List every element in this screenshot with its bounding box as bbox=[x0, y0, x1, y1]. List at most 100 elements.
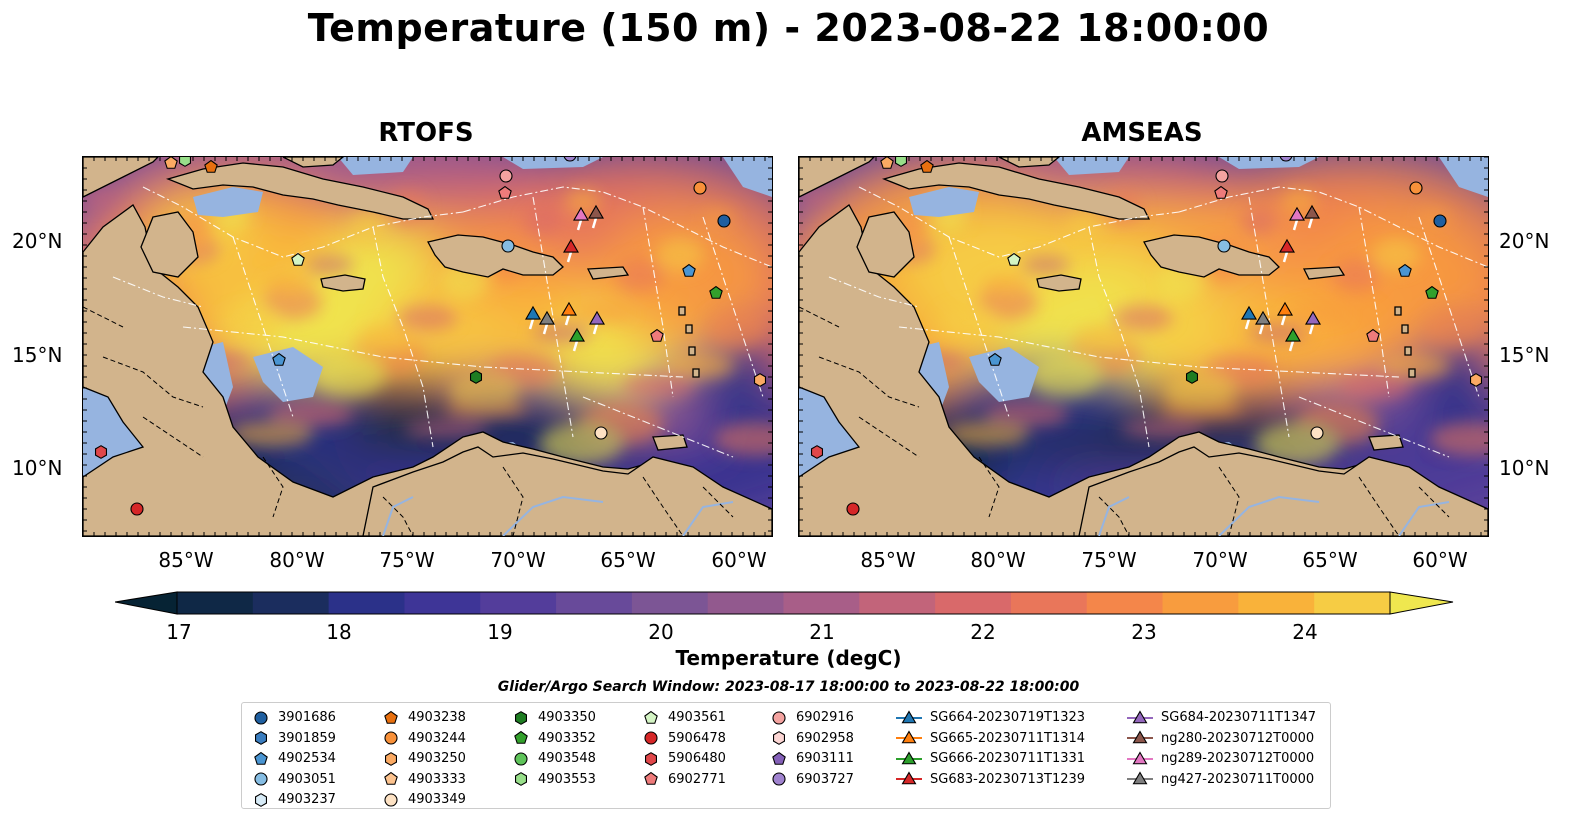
legend-item: 4903051 bbox=[252, 770, 336, 789]
glider-marker bbox=[1304, 204, 1320, 219]
legend-item: SG684-20230711T1347 bbox=[1127, 708, 1316, 727]
frame-ticks bbox=[799, 157, 1488, 536]
legend-marker-icon bbox=[384, 771, 398, 785]
legend-glyph bbox=[1132, 771, 1148, 785]
argo-float-marker bbox=[1366, 328, 1380, 342]
legend-item: 6902916 bbox=[770, 708, 854, 727]
legend-item: 6903111 bbox=[770, 749, 854, 768]
legend-label: 3901686 bbox=[278, 710, 336, 725]
colorbar-tick-17: 17 bbox=[166, 620, 192, 644]
colorbar-segment bbox=[707, 592, 785, 614]
glider-marker bbox=[573, 206, 589, 221]
legend-glyph bbox=[514, 710, 528, 725]
legend-label: SG666-20230711T1331 bbox=[930, 751, 1086, 766]
legend-label: ng280-20230712T0000 bbox=[1161, 730, 1315, 746]
legend-item: 3901686 bbox=[252, 708, 336, 727]
argo-float-marker bbox=[810, 445, 824, 459]
colorbar-tick-24: 24 bbox=[1292, 620, 1318, 644]
argo-float-marker bbox=[164, 157, 178, 169]
glider-marker bbox=[1305, 310, 1321, 325]
legend-label: 6902771 bbox=[668, 771, 726, 787]
colorbar-segment bbox=[783, 592, 860, 614]
lon-tick-75w-left: 75°W bbox=[379, 548, 435, 572]
glider-marker bbox=[1289, 206, 1305, 221]
legend-label: ng289-20230712T0000 bbox=[1161, 751, 1315, 766]
legend-marker-icon bbox=[384, 751, 398, 766]
legend-marker-icon bbox=[514, 730, 528, 744]
argo-float-marker bbox=[1214, 185, 1228, 199]
lon-tick-80w-right: 80°W bbox=[970, 548, 1026, 572]
colorbar-segment bbox=[1086, 592, 1164, 614]
legend-glyph bbox=[901, 750, 917, 764]
legend-label: 4903553 bbox=[538, 771, 596, 787]
legend-label: SG684-20230711T1347 bbox=[1161, 710, 1317, 725]
legend-glyph bbox=[514, 772, 528, 786]
legend-item: 4903250 bbox=[382, 749, 466, 768]
glider-marker bbox=[589, 310, 605, 325]
gliders bbox=[525, 204, 605, 352]
legend-item: 4903350 bbox=[512, 708, 596, 727]
legend-marker-icon bbox=[254, 710, 268, 725]
colorbar-segment bbox=[1238, 592, 1315, 614]
legend-marker-icon bbox=[644, 710, 658, 724]
glider-marker bbox=[1255, 310, 1271, 325]
legend-glyph bbox=[384, 710, 398, 724]
argo-float-marker bbox=[920, 159, 934, 173]
argo-float-marker bbox=[1433, 214, 1447, 228]
legend-marker-icon bbox=[514, 751, 528, 766]
legend-marker-icon bbox=[772, 731, 786, 745]
legend-item: 4903553 bbox=[512, 770, 596, 789]
legend-label: 4903548 bbox=[538, 751, 596, 766]
colorbar-tick-18: 18 bbox=[326, 620, 352, 644]
legend-marker-icon bbox=[254, 731, 268, 745]
legend-marker-icon bbox=[1127, 709, 1153, 723]
argo-float-marker bbox=[272, 352, 286, 366]
colorbar-tick-19: 19 bbox=[487, 620, 513, 644]
legend-label: 6902958 bbox=[796, 730, 854, 746]
eez-boundaries bbox=[112, 186, 772, 458]
colorbar bbox=[115, 591, 1454, 615]
legend-item: 6903727 bbox=[770, 770, 854, 789]
legend-item: ng427-20230711T0000 bbox=[1127, 770, 1314, 789]
legend-glyph bbox=[772, 710, 786, 725]
rivers bbox=[1098, 495, 1450, 536]
colorbar-segment bbox=[859, 592, 936, 614]
argo-float-marker bbox=[469, 370, 483, 384]
legend-item: 6902958 bbox=[770, 729, 854, 748]
colorbar-frame bbox=[176, 591, 1391, 615]
argo-float-marker bbox=[563, 157, 577, 162]
legend-label: 4903244 bbox=[408, 730, 466, 746]
argo-float-marker bbox=[501, 239, 515, 253]
legend-glyph bbox=[254, 792, 268, 807]
figure-title: Temperature (150 m) - 2023-08-22 18:00:0… bbox=[307, 6, 1270, 50]
legend-marker-icon bbox=[1127, 750, 1153, 764]
argo-floats bbox=[810, 157, 1483, 516]
legend-title: Glider/Argo Search Window: 2023-08-17 18… bbox=[497, 679, 1080, 695]
legend-label: 4903350 bbox=[538, 710, 596, 725]
colorbar-segment bbox=[328, 592, 406, 614]
legend-glyph bbox=[901, 709, 917, 723]
glider-marker bbox=[569, 327, 585, 342]
legend-label: SG665-20230711T1314 bbox=[930, 730, 1086, 746]
gliders bbox=[1241, 204, 1321, 352]
colorbar-tick-20: 20 bbox=[648, 620, 674, 644]
legend-item: 4903237 bbox=[252, 790, 336, 809]
glider-marker bbox=[1277, 301, 1293, 316]
legend-marker-icon bbox=[384, 710, 398, 724]
glider-marker bbox=[588, 204, 604, 219]
colorbar-segment bbox=[631, 592, 709, 614]
glider-marker bbox=[1241, 305, 1257, 320]
legend-glyph bbox=[644, 771, 658, 785]
panel-title-amseas: AMSEAS bbox=[1081, 118, 1203, 148]
legend-marker-icon bbox=[254, 792, 268, 807]
argo-float-marker bbox=[1279, 157, 1293, 162]
legend-label: 4903237 bbox=[278, 792, 336, 807]
legend-marker-icon bbox=[1127, 730, 1153, 744]
lat-tick-20n-left: 20°N bbox=[12, 229, 63, 253]
legend-label: 5906478 bbox=[668, 730, 726, 746]
legend-glyph bbox=[384, 771, 398, 785]
legend-glyph bbox=[254, 710, 268, 725]
legend-marker-icon bbox=[644, 751, 658, 766]
legend-label: 5906480 bbox=[668, 751, 726, 766]
argo-float-marker bbox=[880, 157, 894, 169]
